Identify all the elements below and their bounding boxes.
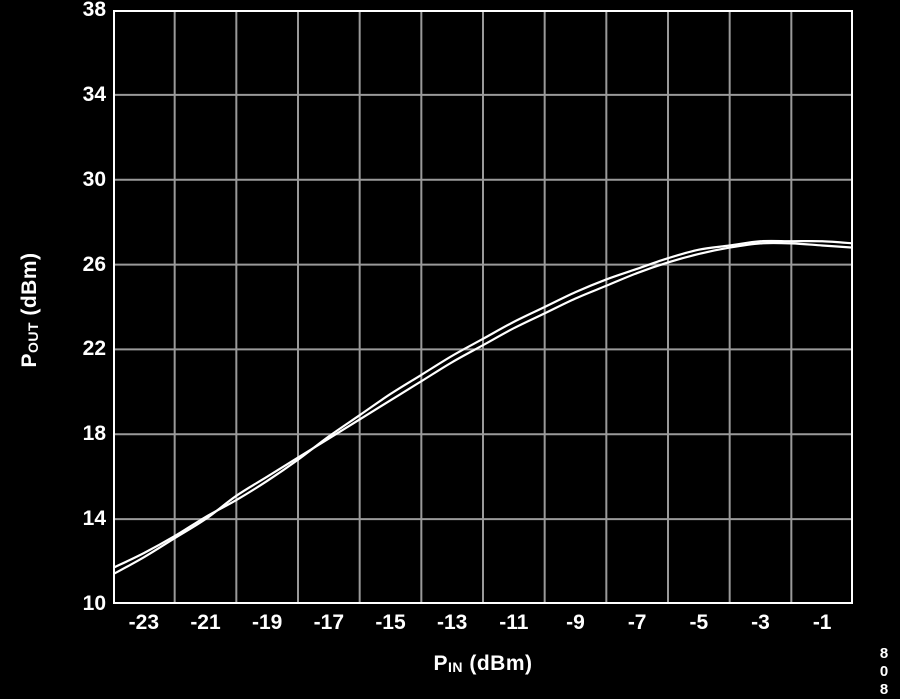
y-tick-label: 14 [82, 507, 106, 531]
y-tick-label: 10 [82, 592, 106, 615]
x-tick-label: -9 [566, 611, 585, 634]
plot-area [113, 10, 853, 604]
y-tick-label: 22 [82, 337, 106, 361]
x-axis-title-main: P [433, 652, 448, 675]
x-tick-label: -1 [812, 611, 832, 634]
y-tick-label: 26 [82, 252, 106, 276]
x-tick-label: -23 [128, 611, 159, 634]
y-tick-label: 38 [82, 0, 106, 21]
plot-frame [113, 10, 853, 604]
grid-lines [113, 10, 853, 604]
data-curve [113, 241, 853, 576]
x-tick-label: -5 [689, 611, 709, 634]
y-axis-title-sub: OUT [25, 321, 41, 354]
x-tick-label: -11 [499, 611, 529, 634]
y-axis-title: POUT (dBm) [18, 215, 48, 405]
x-axis-tick-labels: -23 -21 -19 -17 -15 -13 -11 -9 -7 -5 -3 -1 [0, 612, 900, 642]
x-axis-title-unit: (dBm) [463, 652, 533, 675]
x-tick-label: -13 [436, 611, 468, 634]
y-axis-tick-labels: 10 14 18 22 26 30 34 38 [56, 0, 106, 694]
data-curve [113, 239, 853, 570]
y-axis-title-main: P [18, 353, 41, 368]
figure-number: 808 [875, 645, 893, 699]
x-tick-label: -21 [190, 611, 221, 634]
x-tick-label: -19 [251, 611, 283, 634]
x-tick-label: -17 [313, 611, 344, 634]
y-tick-label: 18 [82, 422, 106, 446]
data-curves [113, 239, 853, 576]
x-axis-title-sub: IN [448, 659, 463, 675]
x-axis-title: PIN (dBm) [113, 652, 853, 680]
y-tick-label: 30 [82, 167, 106, 191]
x-tick-label: -15 [375, 611, 406, 634]
x-tick-label: -7 [627, 611, 647, 634]
y-tick-label: 34 [82, 82, 106, 106]
x-tick-label: -3 [751, 611, 770, 634]
y-axis-title-unit: (dBm) [18, 252, 41, 322]
